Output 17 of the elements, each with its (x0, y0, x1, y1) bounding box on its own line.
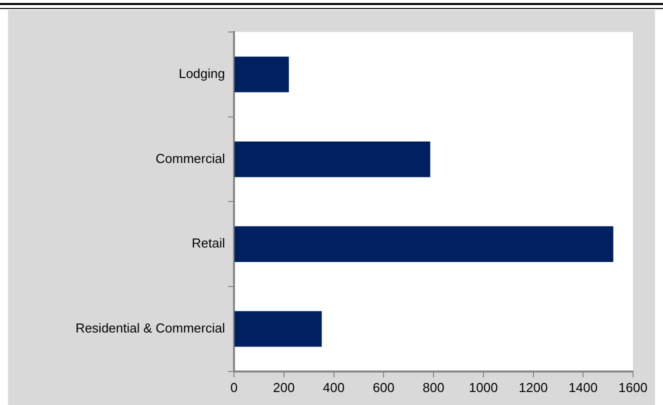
y-tick-label: Residential & Commercial (75, 320, 226, 336)
x-tick-label: 1600 (618, 380, 648, 395)
x-tick-label: 1000 (468, 380, 498, 395)
x-tick-label: 600 (372, 380, 394, 395)
x-tick-label: 400 (322, 380, 345, 395)
bar (234, 141, 430, 178)
x-tick-label: 1400 (568, 380, 598, 395)
y-tick-label: Lodging (178, 66, 225, 82)
bar (234, 226, 614, 262)
x-tick-label: 1200 (518, 380, 548, 395)
x-tick-label: 0 (230, 380, 238, 395)
bar (234, 311, 322, 347)
x-tick-label: 200 (273, 380, 295, 395)
y-tick-label: Retail (192, 236, 226, 251)
bar (234, 56, 289, 92)
x-tick-label: 800 (422, 380, 444, 395)
y-tick-label: Commercial (156, 150, 226, 166)
